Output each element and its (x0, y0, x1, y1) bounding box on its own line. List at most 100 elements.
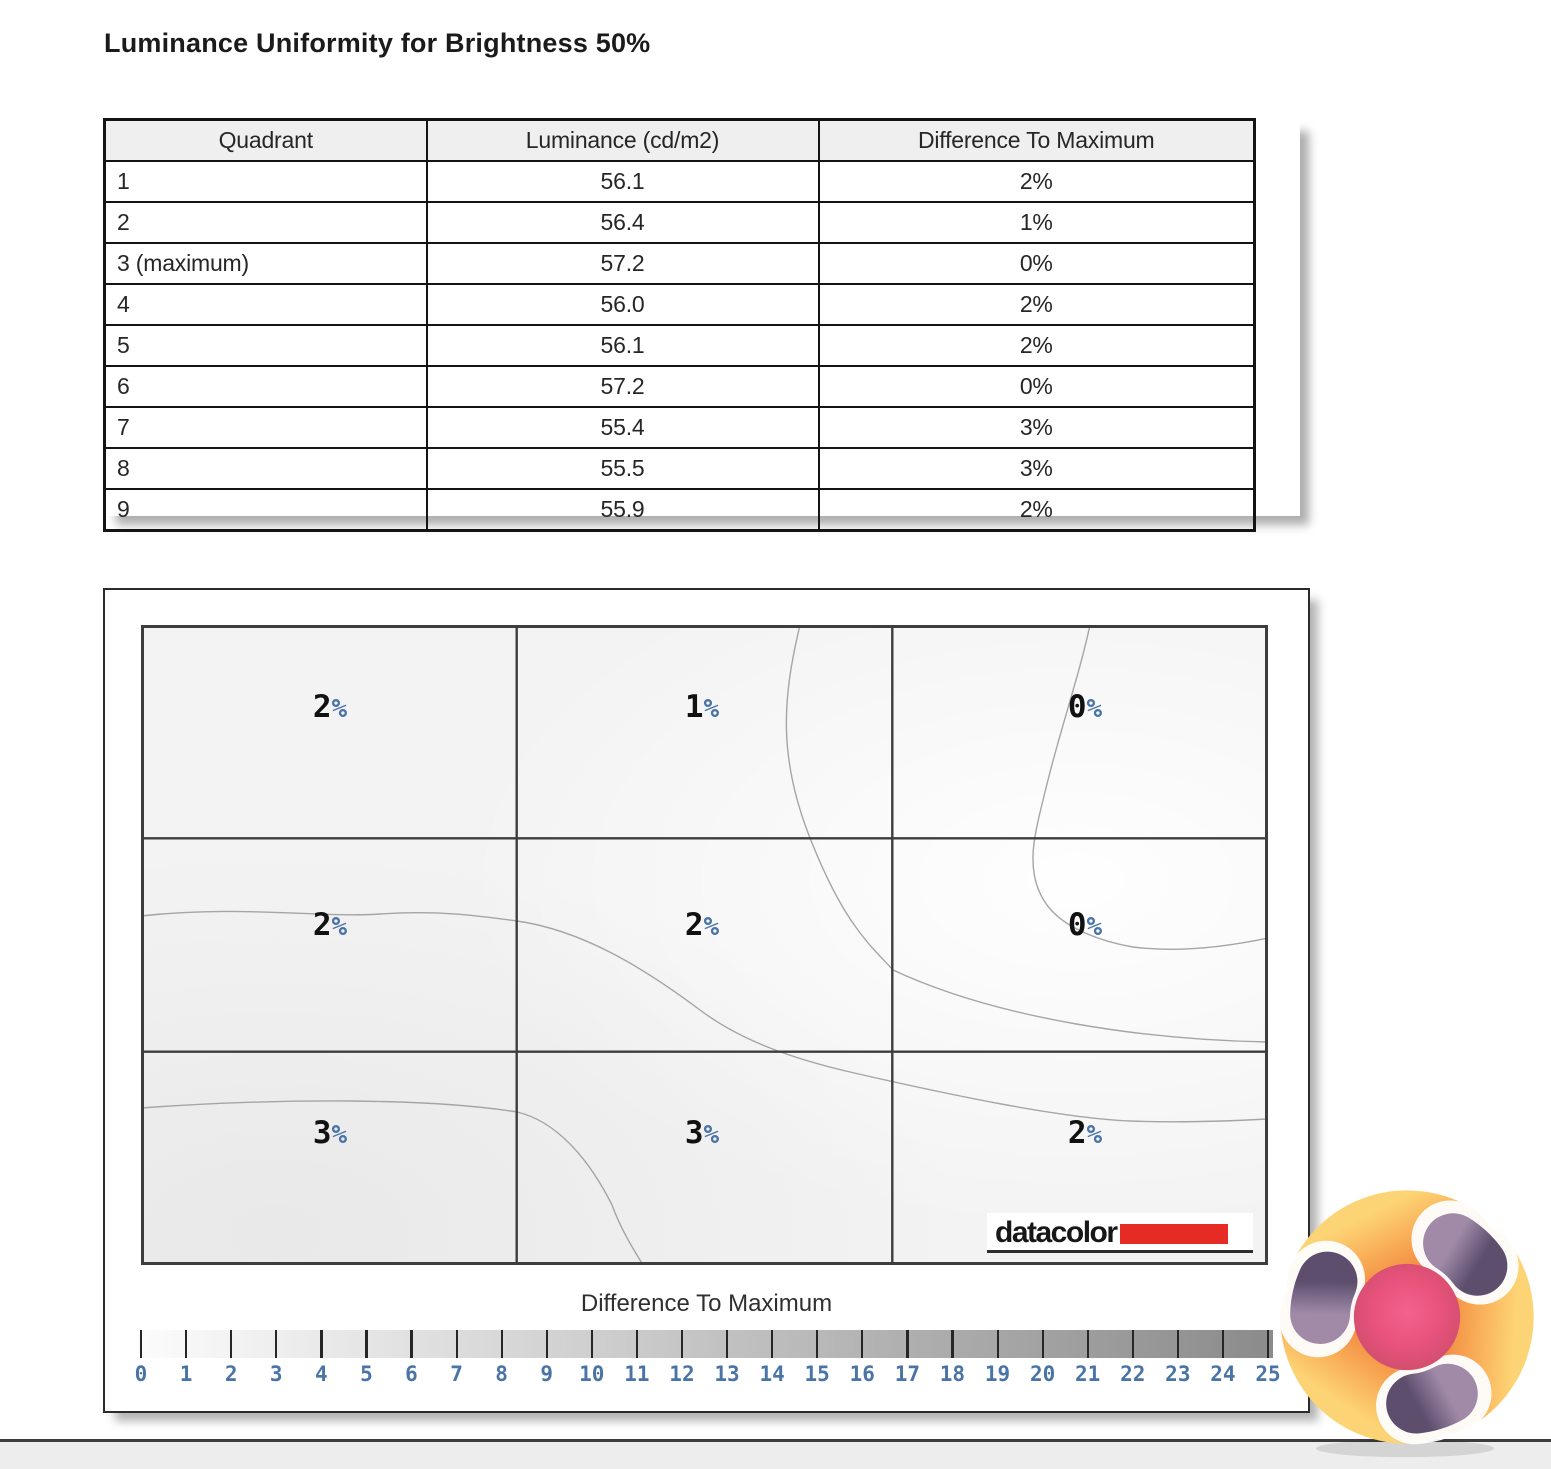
table-row: 2 56.4 1% (103, 201, 1256, 244)
scale-tick-label: 11 (624, 1362, 650, 1386)
cell-value: 2 (1067, 1115, 1087, 1151)
cell-value: 0 (1067, 689, 1087, 725)
uniformity-map-panel: 2% 1% 0% 2% 2% 0% 3% 3% 2% datacolor Difference … (103, 588, 1310, 1413)
scale-tick (1176, 1330, 1180, 1358)
scale-tick-label: 4 (314, 1362, 328, 1386)
scale-tick (545, 1330, 548, 1358)
cell-percent-sign: % (1086, 1120, 1103, 1150)
scale-tick (1131, 1330, 1134, 1358)
scale-tick (951, 1330, 954, 1358)
cell-percent-sign: % (1086, 912, 1103, 942)
luminance-table: Quadrant Luminance (cd/m2) Difference To… (103, 118, 1256, 532)
scale-tick-label: 2 (224, 1362, 238, 1386)
grid-lines (141, 625, 1268, 1265)
cell-value: 0 (1067, 907, 1087, 943)
kitguru-logo (1262, 1172, 1551, 1462)
cell-label: 3% (313, 1115, 347, 1151)
scale-tick-label: 6 (405, 1362, 418, 1386)
scale-tick (1267, 1330, 1270, 1358)
cell-quadrant: 6 (103, 365, 428, 408)
cell-luminance: 56.4 (425, 201, 820, 244)
scale-tick (230, 1330, 233, 1358)
page-title: Luminance Uniformity for Brightness 50% (104, 28, 651, 58)
gradient-scale-bar (137, 1330, 1273, 1358)
scale-tick-label: 21 (1075, 1362, 1101, 1386)
page-divider (0, 1439, 1551, 1442)
scale-tick-label: 19 (984, 1362, 1011, 1386)
scale-tick-label: 0 (134, 1362, 148, 1386)
cell-value: 2 (312, 907, 332, 943)
scale-tick (140, 1330, 143, 1358)
col-header-quadrant: Quadrant (103, 118, 428, 162)
table-row: 4 56.0 2% (103, 283, 1256, 326)
cell-label: 2% (1068, 1115, 1102, 1151)
cell-quadrant: 4 (103, 283, 428, 326)
scale-tick (906, 1330, 909, 1358)
page-footer-strip (0, 1442, 1551, 1469)
cell-value: 2 (684, 907, 704, 943)
cell-label: 1% (685, 689, 719, 725)
cell-label: 2% (313, 689, 347, 725)
scale-tick-labels: 0 1 2 3 4 5 6 7 8 9 10 11 12 13 14 15 16 17 18 19 20 21 22 23 24… (135, 1362, 1281, 1388)
scale-tick-label: 12 (669, 1362, 695, 1386)
scale-tick-label: 23 (1165, 1362, 1191, 1386)
cell-luminance: 55.5 (425, 447, 820, 490)
scale-tick (365, 1330, 368, 1358)
scale-tick-label: 1 (179, 1362, 193, 1386)
scale-tick (861, 1330, 864, 1358)
scale-tick (500, 1330, 503, 1358)
scale-tick-label: 3 (269, 1362, 283, 1386)
scale-tick-label: 18 (939, 1362, 966, 1386)
scale-tick (410, 1330, 413, 1358)
scale-tick-label: 5 (360, 1362, 373, 1386)
scale-tick-label: 22 (1120, 1362, 1146, 1386)
table-row: 7 55.4 3% (103, 406, 1256, 449)
table-row: 9 55.9 2% (103, 488, 1256, 532)
cell-value: 2 (312, 689, 332, 725)
cell-percent-sign: % (331, 912, 348, 942)
cell-quadrant: 1 (103, 160, 428, 203)
contour-lines (141, 625, 1268, 1265)
cell-value: 1 (684, 689, 704, 725)
datacolor-logo: datacolor (987, 1213, 1253, 1253)
contour-map-svg (141, 625, 1268, 1265)
scale-tick (635, 1330, 639, 1358)
cell-percent-sign: % (703, 1120, 720, 1150)
cell-luminance: 57.2 (425, 242, 820, 285)
cell-value: 3 (312, 1115, 332, 1151)
scale-tick-label: 13 (714, 1362, 740, 1386)
cell-label: 0% (1068, 907, 1102, 943)
cell-quadrant: 7 (103, 406, 428, 449)
col-header-difference: Difference To Maximum (817, 118, 1256, 162)
cell-value: 3 (684, 1115, 704, 1151)
scale-tick-label: 8 (495, 1362, 508, 1386)
cell-label: 2% (685, 907, 719, 943)
scale-tick-label: 16 (849, 1362, 875, 1386)
scale-tick (726, 1330, 729, 1358)
table-row: 8 55.5 3% (103, 447, 1256, 490)
kitguru-purple-arms (1290, 1213, 1508, 1434)
luminance-table-card: Quadrant Luminance (cd/m2) Difference To… (103, 118, 1300, 532)
table-row: 6 57.2 0% (103, 365, 1256, 408)
scale-tick (320, 1330, 323, 1358)
scale-tick (771, 1330, 774, 1358)
cell-difference: 0% (817, 365, 1256, 408)
cell-luminance: 55.9 (425, 488, 820, 532)
cell-difference: 1% (817, 201, 1256, 244)
scale-tick-label: 24 (1210, 1362, 1236, 1386)
scale-tick-label: 20 (1029, 1362, 1056, 1386)
scale-title: Difference To Maximum (580, 1290, 833, 1317)
cell-percent-sign: % (1086, 694, 1103, 724)
cell-label: 2% (313, 907, 347, 943)
cell-luminance: 56.1 (425, 160, 820, 203)
table-row: 1 56.1 2% (103, 160, 1256, 203)
cell-difference: 0% (817, 242, 1256, 285)
cell-quadrant: 5 (103, 324, 428, 367)
scale-tick-label: 15 (804, 1362, 830, 1386)
table-row: 3 (maximum) 57.2 0% (103, 242, 1256, 285)
cell-difference: 2% (817, 160, 1256, 203)
cell-label: 3% (685, 1115, 719, 1151)
cell-quadrant: 2 (103, 201, 428, 244)
cell-difference: 2% (817, 488, 1256, 532)
